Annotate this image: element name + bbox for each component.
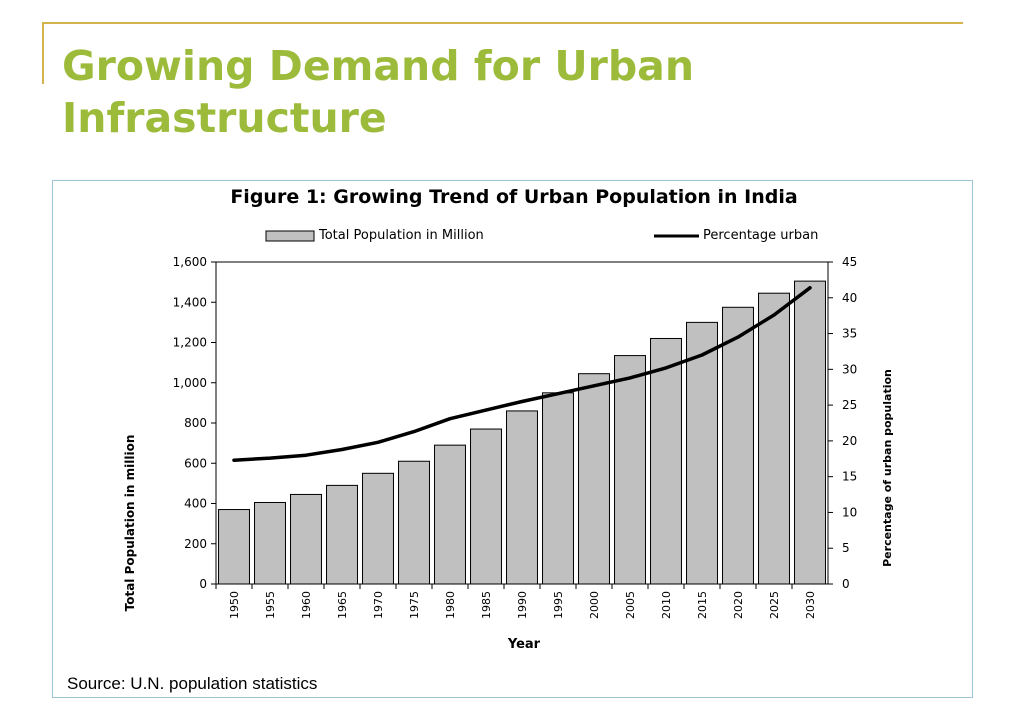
y2-tick-label: 10	[842, 505, 857, 519]
urban-point-2025	[772, 313, 776, 317]
plot-area: 0 200 400 600 800 1,000 1,200 1,400 1,600 0 5 10 15 2…	[173, 255, 858, 619]
bar-2015	[686, 321, 718, 585]
legend-bar-swatch	[265, 230, 315, 242]
x-tick-label-2030: 2030	[804, 591, 817, 619]
bar-2000	[578, 373, 610, 585]
y-tick-label: 800	[184, 416, 207, 430]
chart-title: Figure 1: Growing Trend of Urban Populat…	[230, 186, 797, 208]
y2-tick-label: 45	[842, 255, 857, 269]
legend-bar-label: Total Population in Million	[318, 228, 484, 243]
bar-1950	[218, 509, 250, 585]
x-tick-label-2000: 2000	[588, 591, 601, 619]
y-tick-label: 1,400	[173, 295, 207, 309]
bar-1955	[254, 501, 286, 585]
title-rule-vertical	[42, 22, 44, 84]
bar-2010	[650, 337, 682, 585]
population-chart: Figure 1: Growing Trend of Urban Populat…	[123, 186, 894, 652]
urban-point-1985	[484, 408, 488, 412]
source-note: Source: U.N. population statistics	[67, 674, 318, 693]
y2-axis-title: Percentage of urban population	[881, 369, 894, 567]
urban-point-1955	[268, 456, 272, 460]
y2-tick-label: 30	[842, 362, 857, 376]
y-tick-label: 1,000	[173, 376, 207, 390]
bar-1980	[434, 444, 466, 585]
bar-1970	[362, 472, 394, 585]
x-tick-label-2020: 2020	[732, 591, 745, 619]
x-tick-label-1965: 1965	[336, 591, 349, 619]
x-tick-label-1950: 1950	[228, 591, 241, 619]
x-tick-label-1990: 1990	[516, 591, 529, 619]
x-tick-label-2005: 2005	[624, 591, 637, 619]
urban-point-2005	[628, 376, 632, 380]
x-tick-label-1975: 1975	[408, 591, 421, 619]
chart-frame: Figure 1: Growing Trend of Urban Populat…	[52, 180, 973, 698]
y-tick-label: 400	[184, 497, 207, 511]
x-tick-label-2015: 2015	[696, 591, 709, 619]
urban-point-1965	[340, 447, 344, 452]
bar-1990	[506, 410, 538, 585]
bar-2005	[614, 355, 646, 585]
urban-point-1990	[520, 399, 524, 404]
bar-2020	[722, 306, 754, 585]
bar-2025	[758, 292, 790, 585]
y2-tick-label: 15	[842, 470, 857, 484]
y-tick-label: 1,200	[173, 336, 207, 350]
bar-2030	[794, 280, 826, 585]
x-tick-label-1960: 1960	[300, 591, 313, 619]
x-tick-label-1955: 1955	[264, 591, 277, 619]
slide-title-line-2: Infrastructure	[62, 94, 387, 142]
urban-point-2010	[664, 366, 668, 370]
bar-1995	[542, 392, 574, 585]
y-tick-label: 1,600	[173, 255, 207, 269]
bar-1975	[398, 460, 430, 585]
bar-1965	[326, 484, 358, 585]
y2-tick-label: 40	[842, 291, 857, 305]
urban-point-1960	[304, 453, 308, 457]
y2-tick-label: 20	[842, 434, 857, 448]
y-axis-title: Total Population in million	[123, 435, 137, 612]
urban-point-1980	[448, 417, 452, 421]
slide-title-line-1: Growing Demand for Urban	[62, 42, 695, 90]
x-tick-label-1970: 1970	[372, 591, 385, 619]
y-tick-label: 200	[184, 537, 207, 551]
title-rule-horizontal	[42, 22, 963, 24]
x-tick-label-1995: 1995	[552, 591, 565, 619]
urban-point-1950	[232, 458, 236, 462]
y-tick-label: 0	[199, 577, 207, 591]
urban-point-2020	[736, 335, 740, 339]
urban-point-1970	[376, 440, 380, 444]
x-axis-title: Year	[507, 637, 541, 652]
urban-point-1975	[412, 429, 416, 434]
bar-1960	[290, 493, 322, 585]
y-tick-label: 600	[184, 456, 207, 470]
urban-point-1995	[556, 392, 560, 396]
legend-line-label: Percentage urban	[703, 228, 818, 243]
x-tick-label-1980: 1980	[444, 591, 457, 619]
y2-tick-label: 35	[842, 327, 857, 341]
urban-point-2000	[592, 384, 596, 388]
bar-1985	[470, 428, 502, 585]
y2-tick-label: 25	[842, 398, 857, 412]
y2-tick-label: 0	[842, 577, 850, 591]
x-tick-label-1985: 1985	[480, 591, 493, 619]
x-tick-label-2025: 2025	[768, 591, 781, 619]
x-tick-label-2010: 2010	[660, 591, 673, 619]
urban-point-2015	[700, 353, 704, 357]
y2-tick-label: 5	[842, 541, 850, 555]
slide-title: Growing Demand for Urban Infrastructure	[62, 40, 822, 144]
urban-point-2030	[808, 286, 812, 290]
